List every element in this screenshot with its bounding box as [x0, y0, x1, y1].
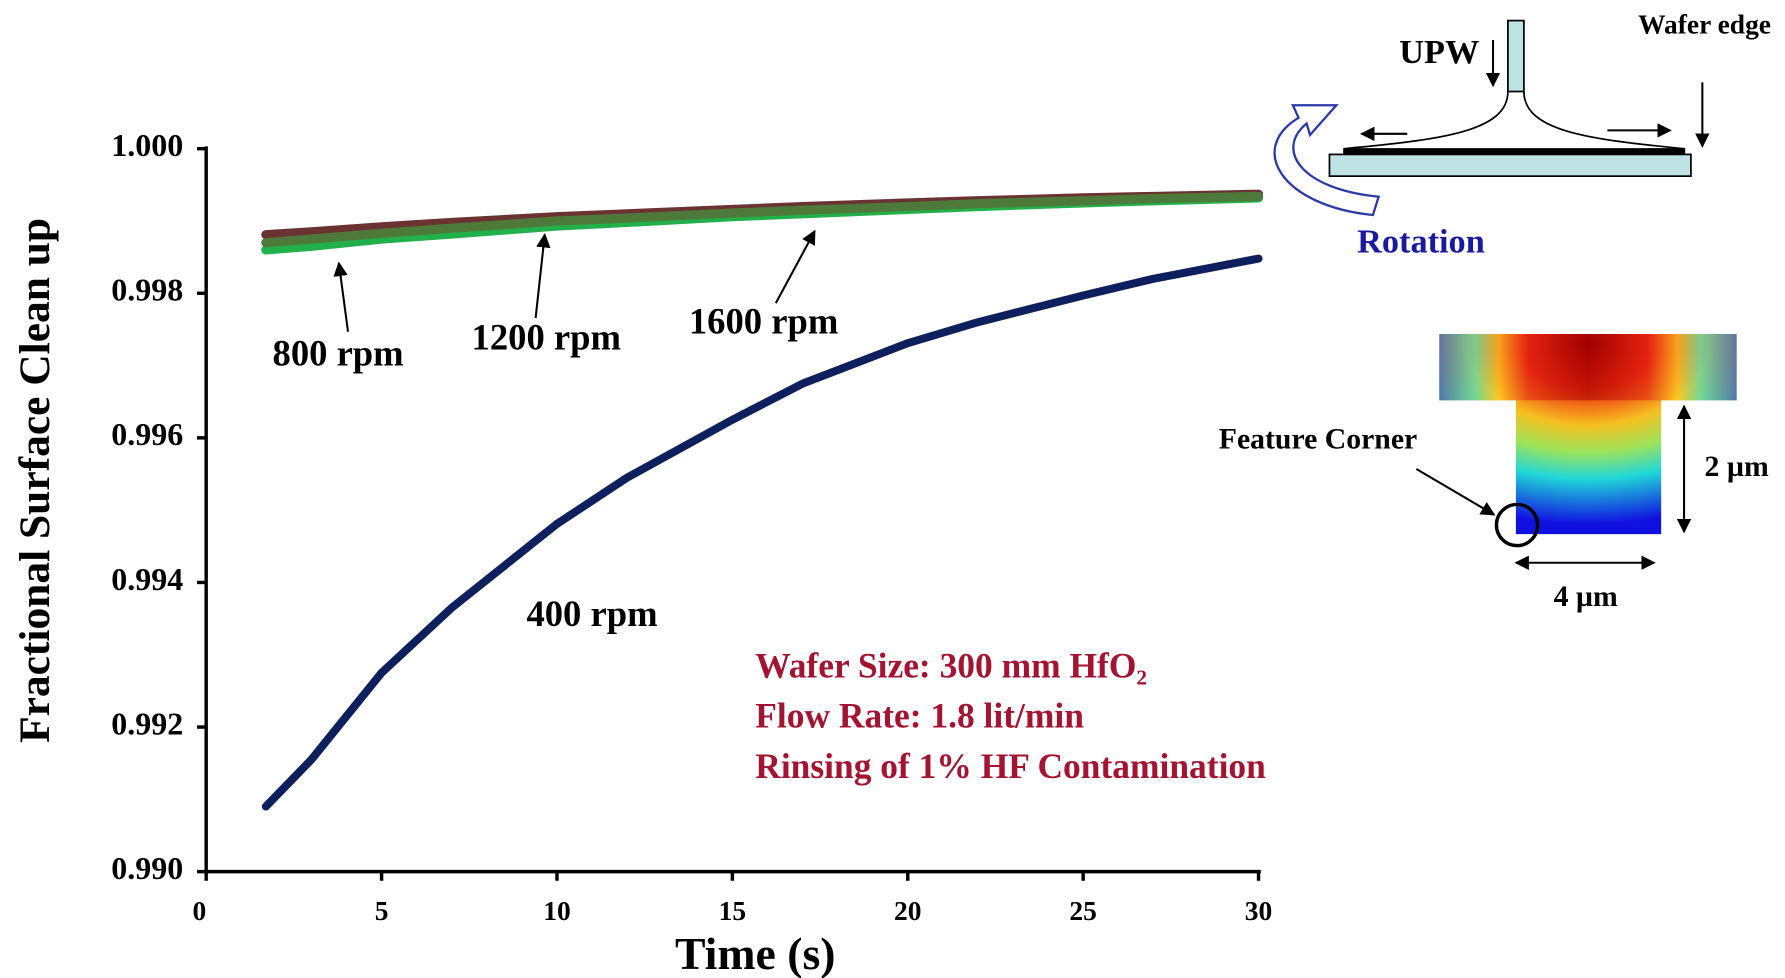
series-label: 400 rpm: [526, 593, 657, 634]
corner-marker: [1494, 502, 1540, 548]
label: 4 µm: [1554, 580, 1618, 613]
y-tick-label: 0.996: [111, 416, 183, 452]
x-tick-label: 20: [894, 896, 921, 926]
x-tick-label: 10: [543, 896, 570, 926]
series-label: 800 rpm: [273, 332, 404, 373]
annotation: Rinsing of 1% HF Contamination: [755, 746, 1266, 786]
label: Feature Corner: [1219, 422, 1417, 455]
wafer: [1328, 153, 1692, 178]
series-annotations: [333, 229, 816, 332]
arrow: [774, 229, 816, 304]
x-axis-label: Time (s): [675, 928, 836, 978]
series-line: [261, 191, 1264, 248]
series-label: 1600 rpm: [689, 300, 838, 341]
y-tick-label: 1.000: [111, 127, 183, 163]
y-axis-label: Fractional Surface Clean up: [11, 218, 59, 743]
label: Wafer edge: [1638, 10, 1771, 40]
feature-diagram: Feature Corner 2 µm 4 µm: [1219, 334, 1769, 613]
arrow: [534, 233, 551, 319]
conditions: Wafer Size: 300 mm HfO₂ Flow Rate: 1.8 l…: [755, 645, 1266, 786]
arrow: [333, 261, 350, 332]
rotation-arrow: [1273, 104, 1381, 217]
label: Rotation: [1357, 223, 1485, 261]
x-tick-label: 0: [192, 896, 206, 926]
y-tick-label: 0.990: [111, 850, 183, 886]
spin-diagram: UPW Wafer edge Rotation: [1273, 10, 1771, 261]
y-tick-label: 0.998: [111, 272, 183, 308]
feature-top: [1439, 334, 1737, 401]
x-tick-label: 30: [1245, 896, 1272, 926]
arrow: [1415, 468, 1496, 516]
series-label: 1200 rpm: [472, 316, 621, 357]
x-tick-label: 25: [1069, 896, 1096, 926]
x-tick-label: 15: [719, 896, 746, 926]
label: 2 µm: [1705, 450, 1769, 483]
x-tick-label: 5: [375, 896, 389, 926]
y-tick-label: 0.992: [111, 705, 183, 741]
nozzle: [1507, 19, 1525, 93]
annotation: Wafer Size: 300 mm HfO₂: [755, 645, 1147, 685]
series-line: [261, 254, 1263, 811]
label: UPW: [1399, 33, 1479, 71]
y-tick-label: 0.994: [111, 561, 183, 597]
flow: [1344, 91, 1685, 150]
annotation: Flow Rate: 1.8 lit/min: [755, 696, 1084, 736]
